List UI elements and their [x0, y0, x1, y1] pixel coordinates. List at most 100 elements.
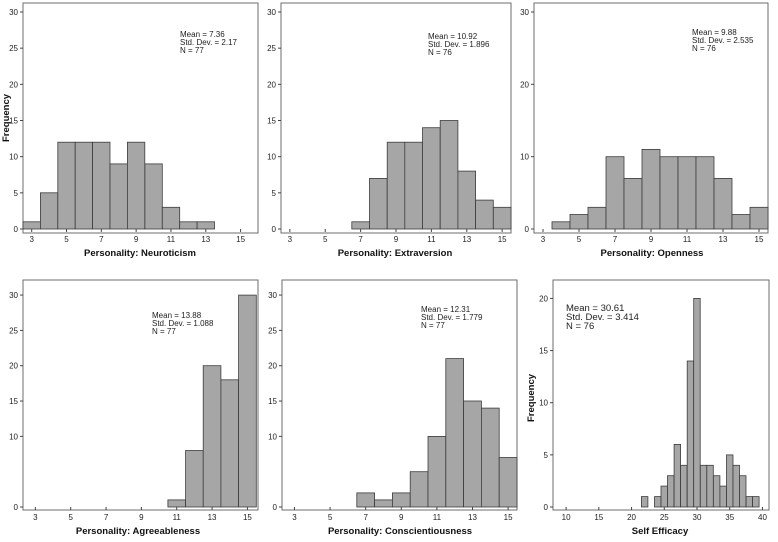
y-tick-label: 15: [268, 397, 277, 406]
stat-mean: Mean = 30.61: [566, 303, 624, 314]
x-tick-label: 5: [328, 513, 333, 522]
y-tick-label: 5: [544, 451, 549, 460]
histogram-bar: [374, 499, 393, 508]
x-tick-label: 13: [468, 513, 477, 522]
histogram-bar: [202, 365, 222, 508]
histogram-bar: [391, 492, 411, 508]
histogram-bar: [745, 496, 753, 508]
histogram-bar: [659, 156, 679, 230]
histogram-bar: [404, 141, 423, 230]
histogram-bar: [693, 297, 701, 508]
x-tick-label: 3: [288, 235, 293, 244]
stat-std-dev: Std. Dev. = 1.088: [152, 319, 214, 328]
y-tick-label: 10: [268, 432, 277, 441]
histogram-bar: [713, 475, 721, 508]
histogram-bar: [569, 214, 589, 230]
y-tick-label: 30: [268, 291, 277, 300]
x-axis-title: Personality: Neuroticism: [84, 248, 196, 259]
x-tick-label: 15: [498, 235, 507, 244]
y-ticks: 0 10 15 20 25 30: [9, 291, 23, 512]
y-tick-label: 0: [14, 503, 19, 512]
histogram-bar: [220, 379, 239, 508]
stat-n: N = 77: [152, 327, 176, 336]
y-tick-label: 0: [272, 225, 277, 234]
y-tick-label: 0: [14, 225, 19, 234]
x-tick-label: 11: [427, 235, 436, 244]
y-tick-label: 25: [9, 44, 18, 53]
histogram-bar: [475, 199, 494, 230]
stat-mean: Mean = 12.31: [421, 305, 471, 314]
histogram-bar: [127, 141, 146, 230]
histogram-bars: [356, 358, 518, 508]
stat-mean: Mean = 9.88: [692, 28, 737, 37]
histogram-bar: [480, 407, 500, 508]
panel-openness: 0 10 20 30 3 5 7 9 11 13 15 Personality: Openness…: [520, 2, 769, 259]
histogram-bar: [427, 435, 447, 508]
x-tick-label: 11: [173, 513, 182, 522]
stat-n: N = 76: [566, 321, 594, 332]
y-tick-label: 25: [268, 326, 277, 335]
y-tick-label: 30: [9, 291, 18, 300]
histogram-bar: [699, 464, 708, 508]
y-tick-label: 10: [9, 432, 18, 441]
x-tick-label: 9: [394, 235, 399, 244]
x-tick-label: 35: [725, 513, 734, 522]
x-tick-label: 9: [139, 513, 144, 522]
x-tick-label: 5: [64, 235, 69, 244]
x-tick-label: 5: [323, 235, 328, 244]
x-tick-label: 13: [719, 235, 728, 244]
histogram-bar: [351, 221, 370, 230]
x-axis-title: Personality: Openness: [601, 248, 704, 259]
histogram-bar: [623, 177, 643, 230]
x-axis-title: Personality: Extraversion: [338, 248, 453, 259]
histogram-bar: [752, 496, 760, 508]
histogram-bar: [439, 120, 459, 230]
y-tick-label: 5: [272, 189, 277, 198]
x-axis-title: Self Efficacy: [632, 526, 689, 537]
y-tick-label: 20: [9, 362, 18, 371]
x-tick-label: 40: [758, 513, 767, 522]
x-tick-label: 5: [68, 513, 73, 522]
x-tick-label: 7: [363, 513, 368, 522]
histogram-bar: [654, 496, 662, 508]
histogram-bar: [57, 141, 76, 230]
stat-std-dev: Std. Dev. = 3.414: [566, 312, 639, 323]
y-ticks: 0 5 10 15 20 25 30: [267, 8, 281, 234]
y-ticks: 0 5 10 15 20 25 30: [9, 8, 23, 234]
y-tick-label: 15: [539, 347, 548, 356]
histogram-bar: [641, 496, 649, 508]
y-ticks: 0 10 20 30: [520, 8, 534, 234]
panel-self-efficacy: 0 5 10 15 20 10 15 20 25 30 35 40 Self Efficacy Fr…: [526, 279, 770, 537]
histogram-bar: [731, 214, 751, 230]
x-ticks: 3 5 7 9 11 13 15: [288, 229, 507, 244]
x-tick-label: 11: [683, 235, 692, 244]
x-tick-label: 20: [627, 513, 636, 522]
x-tick-label: 15: [243, 513, 252, 522]
histogram-bar: [457, 170, 476, 230]
y-tick-label: 15: [9, 397, 18, 406]
histogram-bar: [660, 485, 668, 508]
histogram-bar: [677, 156, 697, 230]
x-tick-label: 11: [167, 235, 176, 244]
x-tick-label: 3: [29, 235, 34, 244]
stat-std-dev: Std. Dev. = 2.17: [180, 38, 238, 47]
histogram-bars: [641, 297, 760, 508]
histogram-bar: [498, 457, 518, 508]
x-tick-label: 9: [134, 235, 139, 244]
histogram-bar: [144, 163, 163, 230]
y-tick-label: 10: [267, 153, 276, 162]
histogram-bar: [92, 141, 111, 230]
x-tick-label: 25: [660, 513, 669, 522]
histogram-bar: [40, 192, 59, 230]
histogram-bar: [739, 475, 747, 508]
histogram-bar: [463, 400, 482, 508]
histogram-bar: [686, 360, 695, 508]
y-tick-label: 0: [525, 225, 530, 234]
x-tick-label: 15: [504, 513, 513, 522]
histogram-bar: [667, 475, 675, 508]
y-tick-label: 20: [268, 362, 277, 371]
histogram-bar: [641, 148, 661, 230]
y-tick-label: 5: [14, 189, 19, 198]
histogram-bar: [726, 454, 734, 508]
